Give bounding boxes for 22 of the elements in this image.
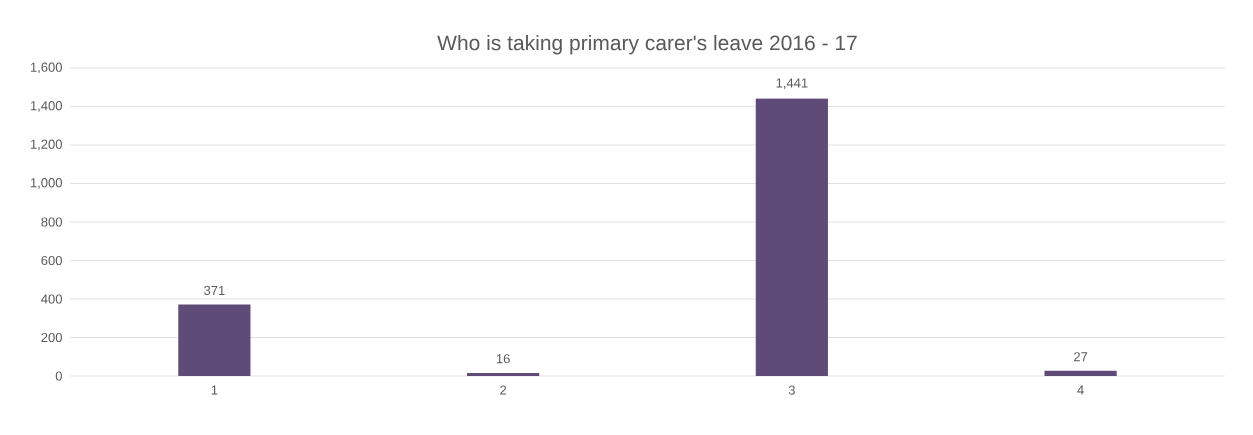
bar [1044,370,1117,376]
y-tick-label: 400 [41,294,62,304]
y-tick-label: 0 [55,371,62,381]
y-tick-label: 800 [41,217,62,227]
y-tick-label: 1,200 [30,139,62,151]
y-tick-label: 200 [41,332,62,343]
chart-title: Who is taking primary carer's leave 2016 - 17 [437,34,857,55]
x-tick-label: 1 [211,385,218,395]
data-label: 371 [204,285,225,296]
x-tick-label: 4 [1077,385,1084,395]
y-tick-label: 1,000 [30,178,62,189]
y-tick-label: 1,400 [30,101,62,112]
data-label: 1,441 [776,78,808,90]
bar [755,98,828,376]
data-label: 27 [1074,352,1088,362]
y-tick-label: 1,600 [30,62,62,74]
bar [178,304,251,376]
data-label: 16 [496,354,510,364]
y-tick-label: 600 [41,255,62,266]
x-tick-label: 2 [500,385,507,395]
x-tick-label: 3 [788,385,795,395]
bar [467,372,540,376]
